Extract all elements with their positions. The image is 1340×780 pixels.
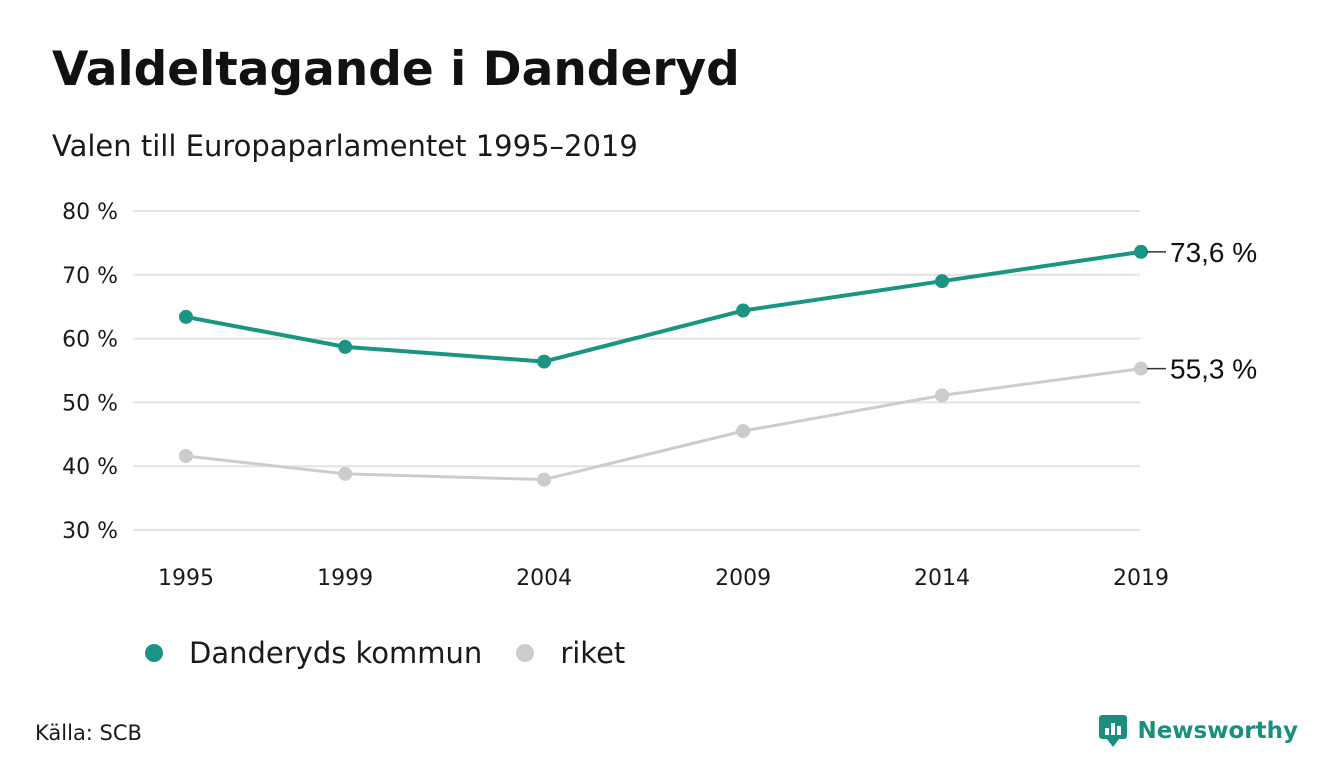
data-point-riket-2004 (537, 472, 552, 487)
legend-label-danderyds-kommun: Danderyds kommun (189, 636, 483, 670)
x-tick-label-2014: 2014 (914, 566, 970, 591)
legend-item-riket: riket (516, 636, 625, 670)
data-point-danderyds-kommun-1995 (179, 309, 193, 324)
source-note: Källa: SCB (35, 721, 142, 745)
y-tick-label-50: 50 % (62, 391, 118, 416)
grid-lines (133, 210, 1140, 531)
series-line-danderyds-kommun (184, 249, 1143, 364)
chart-subtitle: Valen till Europaparlamentet 1995–2019 (52, 129, 638, 163)
y-tick-label-40: 40 % (62, 455, 118, 480)
data-point-danderyds-kommun-2019 (1134, 244, 1148, 259)
legend-swatch-danderyds-kommun (145, 644, 163, 662)
series-riket (179, 361, 1148, 487)
end-labels: 55,3 % 73,6 % (1147, 237, 1257, 385)
x-tick-label-2009: 2009 (715, 566, 771, 591)
legend-label-riket: riket (560, 636, 626, 670)
end-label-danderyds-kommun: 73,6 % (1170, 237, 1257, 268)
data-point-riket-1995 (179, 448, 193, 463)
data-point-danderyds-kommun-2009 (736, 303, 751, 318)
brand-name: Newsworthy (1137, 718, 1298, 744)
x-tick-label-2004: 2004 (516, 566, 572, 591)
x-tick-label-2019: 2019 (1113, 566, 1169, 591)
data-point-danderyds-kommun-2004 (537, 354, 552, 369)
x-tick-label-1995: 1995 (158, 566, 214, 591)
data-point-danderyds-kommun-2014 (935, 274, 950, 289)
data-point-riket-2019 (1134, 361, 1148, 376)
data-point-riket-1999 (338, 466, 353, 481)
series-danderyds-kommun (179, 244, 1148, 369)
y-tick-label-80: 80 % (62, 200, 118, 225)
newsworthy-logo-icon (1099, 715, 1128, 747)
y-tick-label-30: 30 % (62, 519, 118, 544)
x-tick-label-1999: 1999 (317, 566, 373, 591)
x-axis-ticks: 1995 1999 2004 2009 2014 2019 (158, 566, 1169, 591)
brand-logo: Newsworthy (1098, 714, 1298, 748)
legend-swatch-riket (516, 644, 535, 662)
series-line-riket (184, 367, 1143, 482)
series-layer (179, 244, 1148, 487)
legend: Danderyds kommun riket (145, 636, 659, 670)
data-point-danderyds-kommun-1999 (338, 339, 353, 354)
y-axis-ticks: 30 % 40 % 50 % 60 % 70 % 80 % (62, 200, 118, 544)
legend-item-danderyds-kommun: Danderyds kommun (145, 636, 482, 670)
y-tick-label-70: 70 % (62, 264, 118, 289)
end-label-riket: 55,3 % (1170, 354, 1257, 385)
chart-title: Valdeltagande i Danderyd (52, 42, 740, 97)
data-point-riket-2014 (935, 388, 950, 403)
y-tick-label-60: 60 % (62, 328, 118, 353)
data-point-riket-2009 (736, 424, 751, 439)
